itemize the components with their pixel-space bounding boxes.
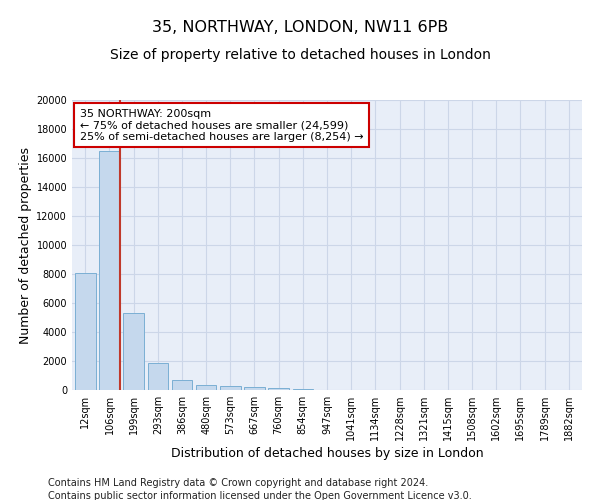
Bar	[268, 388, 289, 390]
Text: Contains public sector information licensed under the Open Government Licence v3: Contains public sector information licen…	[48, 491, 472, 500]
Bar	[148, 363, 168, 390]
Bar	[75, 272, 95, 390]
Bar	[220, 386, 241, 390]
Y-axis label: Number of detached properties: Number of detached properties	[19, 146, 32, 344]
Bar	[196, 385, 217, 390]
Text: Contains HM Land Registry data © Crown copyright and database right 2024.: Contains HM Land Registry data © Crown c…	[48, 478, 428, 488]
Text: Size of property relative to detached houses in London: Size of property relative to detached ho…	[110, 48, 490, 62]
Bar	[124, 313, 144, 390]
Bar	[172, 380, 192, 390]
Bar	[99, 151, 120, 390]
Text: 35, NORTHWAY, LONDON, NW11 6PB: 35, NORTHWAY, LONDON, NW11 6PB	[152, 20, 448, 35]
Text: 35 NORTHWAY: 200sqm
← 75% of detached houses are smaller (24,599)
25% of semi-de: 35 NORTHWAY: 200sqm ← 75% of detached ho…	[80, 108, 363, 142]
Bar	[244, 387, 265, 390]
X-axis label: Distribution of detached houses by size in London: Distribution of detached houses by size …	[170, 448, 484, 460]
